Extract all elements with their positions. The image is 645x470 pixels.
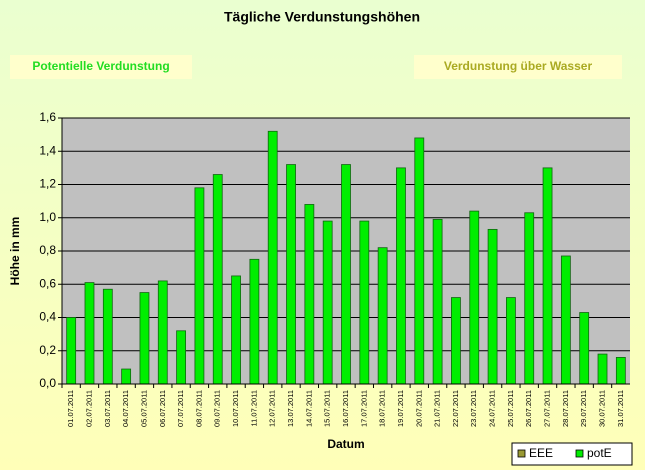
x-tick-label: 17.07.2011 <box>359 390 368 427</box>
bar <box>524 212 535 385</box>
bar <box>414 137 425 385</box>
legend-label: EEE <box>529 446 553 460</box>
bar <box>469 210 480 385</box>
legend-swatch <box>517 449 526 458</box>
bar <box>121 368 132 385</box>
y-axis-label: Höhe in mm <box>8 217 22 286</box>
x-tick-label: 21.07.2011 <box>433 390 442 427</box>
x-tick-label: 19.07.2011 <box>396 390 405 427</box>
x-tick-label: 30.07.2011 <box>598 390 607 427</box>
y-tick-label: 0,2 <box>39 343 56 357</box>
bar <box>487 228 498 385</box>
bar <box>66 317 77 385</box>
bar <box>341 164 351 385</box>
x-tick-label: 18.07.2011 <box>378 390 387 427</box>
bar <box>396 167 406 385</box>
x-tick-label: 09.07.2011 <box>213 390 222 427</box>
chart-title: Tägliche Verdunstungshöhen <box>224 9 420 25</box>
x-tick-label: 31.07.2011 <box>616 390 625 427</box>
annotation-box <box>414 55 622 79</box>
bar <box>377 247 388 385</box>
x-tick-label: 10.07.2011 <box>231 390 240 427</box>
bar <box>286 164 296 385</box>
y-tick-label: 0,8 <box>39 243 56 257</box>
x-tick-label: 24.07.2011 <box>488 390 497 427</box>
x-tick-label: 13.07.2011 <box>286 390 295 427</box>
x-tick-label: 01.07.2011 <box>66 390 75 427</box>
x-tick-label: 22.07.2011 <box>451 390 460 427</box>
x-axis-label: Datum <box>327 437 364 451</box>
bar <box>249 258 260 385</box>
y-tick-label: 0,4 <box>39 310 56 324</box>
bar <box>212 174 223 385</box>
bar <box>579 312 590 385</box>
x-tick-label: 05.07.2011 <box>139 390 148 427</box>
bar <box>597 353 608 385</box>
bar <box>432 219 443 385</box>
x-tick-label: 04.07.2011 <box>121 390 130 427</box>
x-tick-label: 29.07.2011 <box>579 390 588 427</box>
bar <box>542 167 553 385</box>
x-tick-label: 07.07.2011 <box>176 390 185 427</box>
x-tick-label: 16.07.2011 <box>341 390 350 427</box>
bar <box>451 297 461 385</box>
bar <box>176 330 186 385</box>
bar <box>322 220 333 385</box>
bar <box>304 204 315 385</box>
y-tick-label: 0,0 <box>39 376 56 390</box>
bar <box>194 187 205 385</box>
legend-swatch <box>575 449 584 458</box>
x-tick-label: 14.07.2011 <box>304 390 313 427</box>
x-tick-label: 03.07.2011 <box>103 390 112 427</box>
bar <box>84 282 95 385</box>
bar <box>139 292 150 385</box>
bar <box>157 280 168 385</box>
y-tick-label: 1,6 <box>39 110 56 124</box>
legend-label: potE <box>587 446 612 460</box>
x-tick-label: 23.07.2011 <box>469 390 478 427</box>
x-tick-label: 28.07.2011 <box>561 390 570 427</box>
legend <box>511 442 633 466</box>
x-tick-label: 11.07.2011 <box>249 390 258 426</box>
annotation-box <box>10 55 192 79</box>
bar <box>231 275 241 385</box>
bar <box>359 220 370 385</box>
x-tick-label: 27.07.2011 <box>543 390 552 427</box>
x-tick-label: 20.07.2011 <box>414 390 423 427</box>
x-tick-label: 26.07.2011 <box>524 390 533 427</box>
x-tick-label: 25.07.2011 <box>506 390 515 427</box>
x-tick-label: 08.07.2011 <box>194 390 203 427</box>
y-tick-label: 1,4 <box>39 143 56 157</box>
annotation: Verdunstung über Wasser <box>444 59 593 73</box>
x-tick-label: 06.07.2011 <box>158 390 167 427</box>
y-tick-label: 0,6 <box>39 276 56 290</box>
bar <box>560 255 571 385</box>
bar <box>615 356 626 385</box>
x-tick-label: 02.07.2011 <box>84 390 93 427</box>
annotation: Potentielle Verdunstung <box>32 59 169 73</box>
bar <box>267 130 278 385</box>
bar <box>102 288 113 385</box>
y-tick-label: 1,0 <box>39 210 56 224</box>
x-tick-label: 15.07.2011 <box>323 390 332 427</box>
y-tick-label: 1,2 <box>39 177 56 191</box>
bar <box>506 297 516 385</box>
x-tick-label: 12.07.2011 <box>268 390 277 427</box>
